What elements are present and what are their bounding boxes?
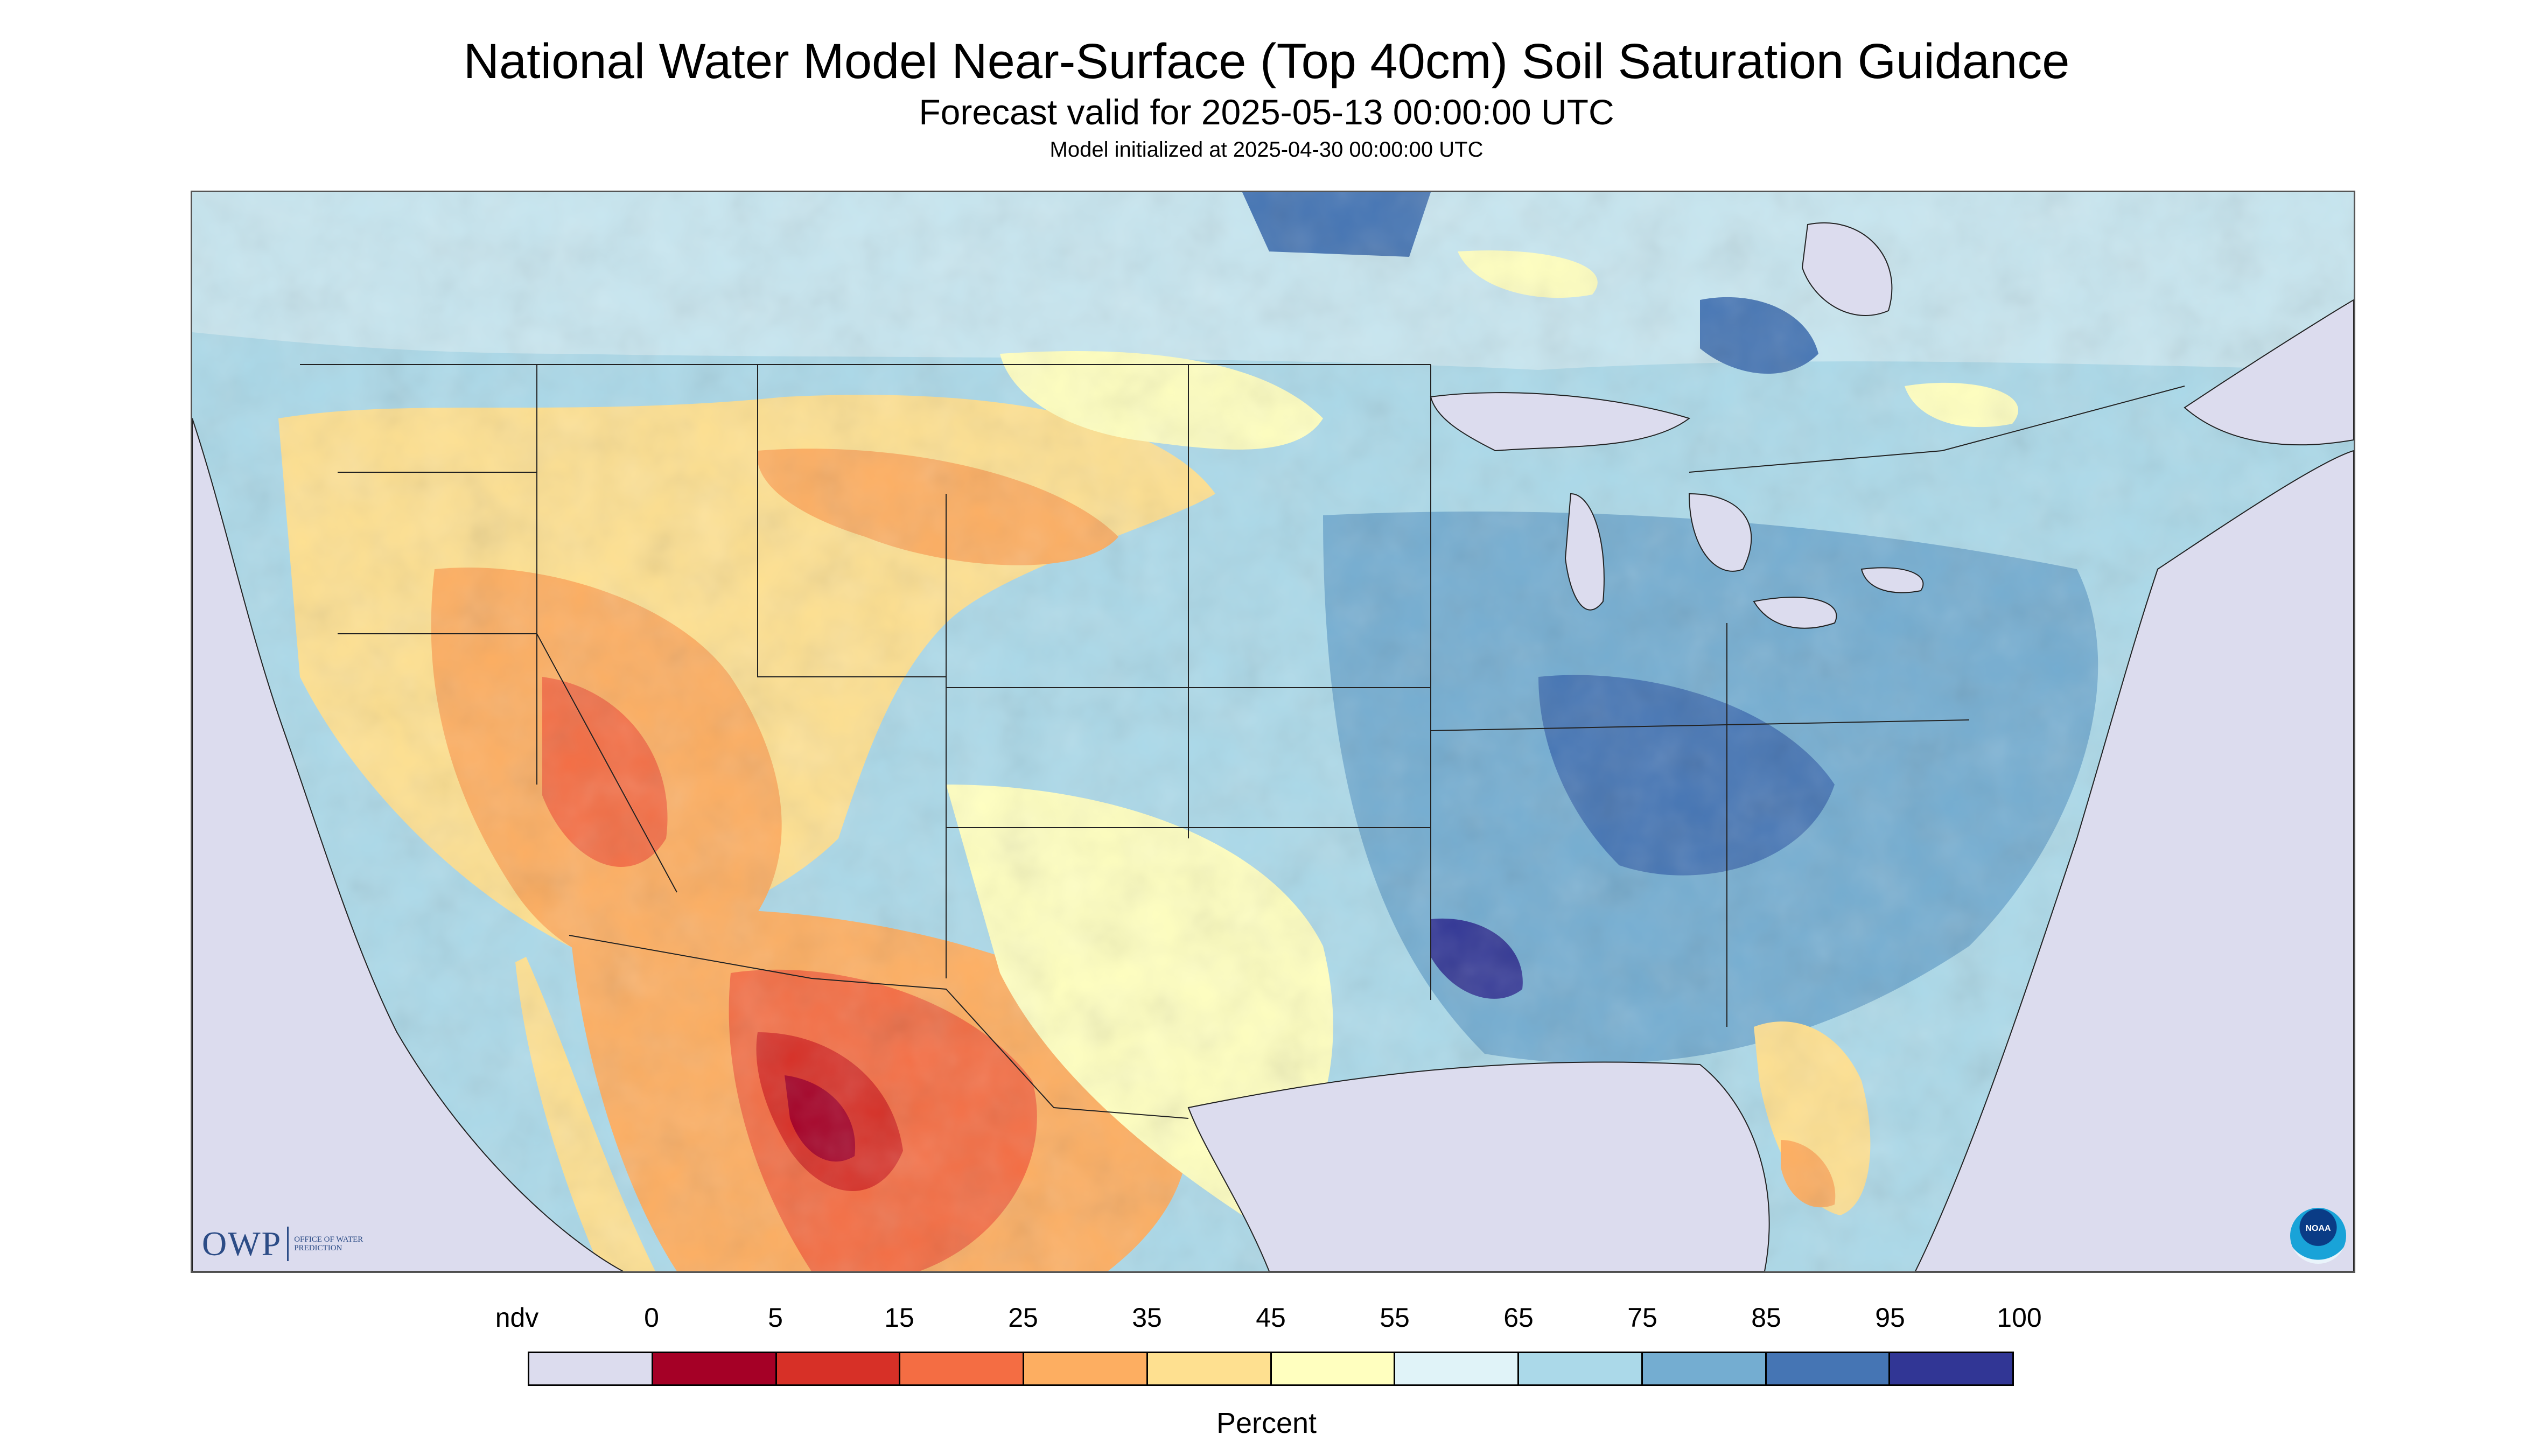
legend-swatch [653, 1353, 777, 1384]
legend-label: 25 [1008, 1303, 1038, 1333]
legend-label: 0 [644, 1303, 659, 1333]
gulf-of-mexico [1187, 1061, 1770, 1271]
legend-swatch [529, 1353, 653, 1384]
atlantic-ocean [1914, 450, 2354, 1271]
land-field [192, 192, 2354, 1271]
lake-erie [1753, 597, 1837, 629]
boundaries [300, 364, 2185, 1119]
legend-label: 5 [768, 1303, 783, 1333]
pacific-ocean [192, 418, 624, 1271]
legend-label: 55 [1380, 1303, 1410, 1333]
lake-ontario [1860, 567, 1924, 593]
legend-label: 15 [884, 1303, 914, 1333]
model-init-subtitle: Model initialized at 2025-04-30 00:00:00… [1049, 138, 1484, 162]
map-canvas [192, 192, 2354, 1271]
legend-label: 100 [1997, 1303, 2042, 1333]
legend-label: 35 [1132, 1303, 1162, 1333]
nevada-ca-border [536, 633, 677, 893]
us-canada-border-east [1689, 386, 2185, 473]
james-bay [1801, 222, 1893, 316]
forecast-valid-subtitle: Forecast valid for 2025-05-13 00:00:00 U… [919, 92, 1614, 132]
noaa-logo-text: NOAA [2305, 1224, 2331, 1233]
owp-logo-divider [287, 1227, 289, 1261]
legend-tick-labels: ndv 0 5 15 25 35 45 55 65 75 85 95 100 [0, 1302, 2533, 1334]
legend-swatch [1024, 1353, 1148, 1384]
water-bodies [192, 222, 2354, 1271]
gulf-of-st-lawrence [2184, 299, 2354, 446]
legend-swatch [1642, 1353, 1767, 1384]
legend-units-label: Percent [1216, 1407, 1317, 1439]
lake-superior [1430, 392, 1691, 452]
legend-swatch [1519, 1353, 1643, 1384]
legend-label: 75 [1627, 1303, 1657, 1333]
montana-border [757, 365, 946, 677]
legend-label: 85 [1751, 1303, 1781, 1333]
legend-label: 65 [1503, 1303, 1534, 1333]
legend-swatch [1147, 1353, 1272, 1384]
us-mexico-border [569, 935, 1189, 1119]
legend-label: 45 [1256, 1303, 1286, 1333]
legend-swatch [1890, 1353, 2012, 1384]
owp-logo-mark: OWP [202, 1224, 282, 1263]
legend-swatch [1395, 1353, 1519, 1384]
owp-logo-text: Office of Water Prediction [294, 1235, 363, 1252]
legend-label: ndv [495, 1303, 539, 1333]
lake-michigan [1564, 493, 1605, 611]
soil-saturation-map: OWP Office of Water Prediction NOAA [191, 191, 2355, 1273]
legend-swatch [776, 1353, 901, 1384]
owp-logo: OWP Office of Water Prediction [202, 1224, 369, 1264]
map-title: National Water Model Near-Surface (Top 4… [463, 34, 2070, 89]
noaa-logo: NOAA [2290, 1208, 2346, 1264]
legend-color-bar [528, 1352, 2014, 1386]
legend-swatch [900, 1353, 1024, 1384]
lake-huron [1688, 493, 1752, 572]
legend-label: 95 [1875, 1303, 1905, 1333]
legend-swatch [1766, 1353, 1891, 1384]
legend-swatch [1271, 1353, 1396, 1384]
tennessee-line [1430, 719, 1970, 731]
